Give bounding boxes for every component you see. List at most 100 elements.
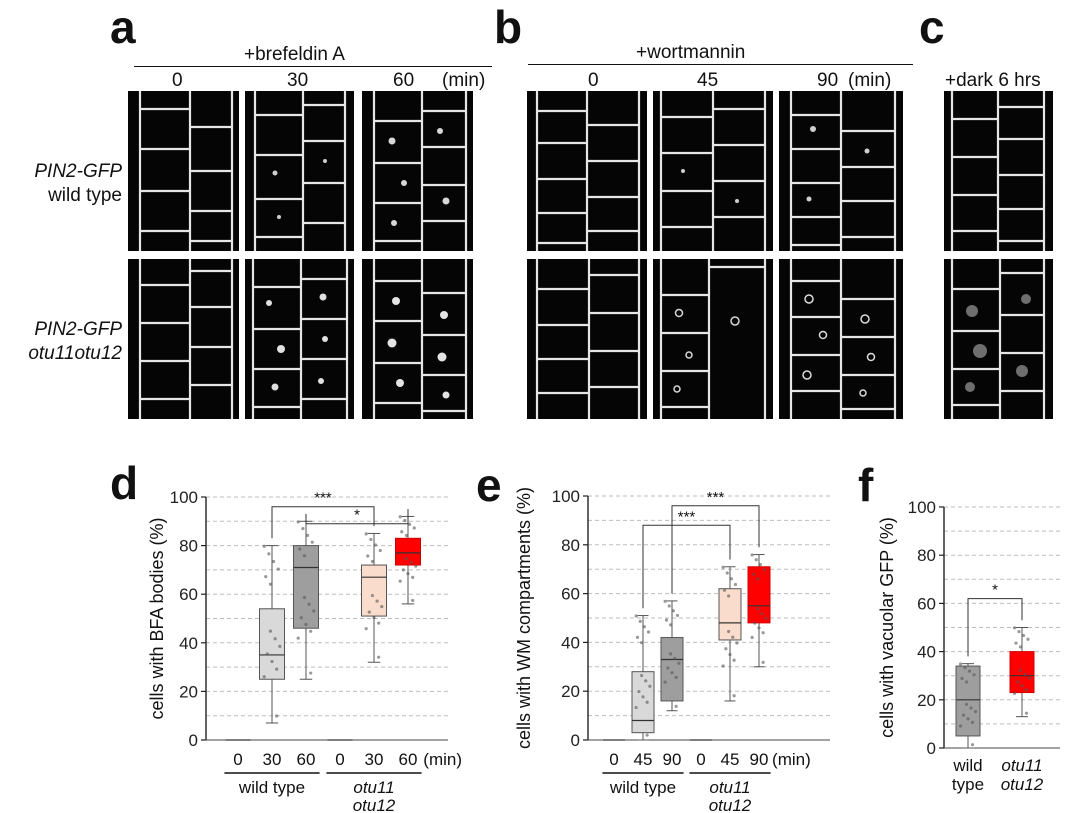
data-point bbox=[270, 659, 274, 664]
panel-letter-c: c bbox=[919, 1, 945, 53]
treatment-label-dark: +dark 6 hrs bbox=[945, 70, 1041, 91]
box bbox=[631, 671, 655, 734]
data-point bbox=[411, 575, 415, 579]
data-point bbox=[634, 614, 638, 618]
y-tick-label: 40 bbox=[917, 643, 936, 662]
data-point bbox=[307, 602, 311, 606]
data-point bbox=[675, 613, 680, 618]
data-point bbox=[764, 616, 768, 620]
data-point bbox=[278, 644, 282, 648]
data-point bbox=[364, 627, 368, 631]
y-tick-label: 40 bbox=[179, 634, 198, 653]
data-point bbox=[729, 577, 733, 581]
data-point bbox=[973, 709, 978, 714]
data-point bbox=[275, 714, 279, 718]
data-point bbox=[310, 540, 314, 544]
data-point bbox=[1018, 645, 1023, 649]
y-tick-label: 80 bbox=[561, 536, 580, 555]
y-tick-label: 0 bbox=[189, 731, 198, 750]
data-point bbox=[666, 666, 670, 670]
significance-bracket bbox=[305, 509, 409, 525]
box bbox=[660, 637, 684, 702]
significance-bracket bbox=[271, 506, 375, 539]
data-point bbox=[409, 560, 413, 564]
data-point bbox=[364, 532, 368, 536]
box bbox=[259, 608, 285, 680]
box bbox=[718, 588, 742, 641]
y-tick-label: 60 bbox=[179, 585, 198, 604]
data-point bbox=[265, 652, 269, 656]
category-label: 90 bbox=[750, 750, 769, 769]
category-label: 60 bbox=[297, 750, 316, 769]
data-point bbox=[645, 733, 649, 737]
data-point bbox=[403, 518, 407, 523]
data-point bbox=[372, 616, 376, 620]
significance-label: *** bbox=[314, 490, 332, 507]
data-point bbox=[972, 673, 976, 677]
panel-letter-d: d bbox=[110, 457, 139, 509]
y-tick-label: 60 bbox=[561, 585, 580, 604]
treatment-label-bfa: +brefeldin A bbox=[244, 44, 345, 65]
data-point bbox=[641, 695, 645, 699]
data-point bbox=[366, 554, 370, 558]
data-point bbox=[304, 622, 308, 627]
data-point bbox=[1018, 668, 1023, 673]
data-point bbox=[645, 700, 649, 704]
data-point bbox=[404, 533, 409, 538]
data-point bbox=[1012, 691, 1017, 696]
data-point bbox=[756, 607, 760, 611]
group-label: otu11 bbox=[709, 778, 750, 797]
significance-label: *** bbox=[707, 489, 725, 506]
data-point bbox=[757, 626, 761, 630]
significance-label: * bbox=[354, 507, 360, 524]
data-point bbox=[967, 669, 972, 673]
data-point bbox=[758, 562, 762, 567]
data-point bbox=[731, 635, 735, 639]
data-point bbox=[961, 713, 966, 717]
data-point bbox=[735, 641, 739, 645]
data-point bbox=[302, 554, 307, 558]
group-label: otu11 bbox=[353, 778, 394, 797]
row-label-mutant: PIN2-GFP otu11otu12 bbox=[0, 318, 122, 366]
data-point bbox=[964, 702, 969, 706]
micrograph-b-wt-0 bbox=[527, 91, 647, 251]
data-point bbox=[646, 630, 651, 634]
data-point bbox=[762, 567, 767, 571]
data-point bbox=[761, 660, 765, 664]
data-point bbox=[960, 676, 964, 681]
significance-bracket bbox=[967, 598, 1023, 657]
micrograph-a-wt-0 bbox=[128, 91, 239, 251]
data-point bbox=[970, 743, 975, 747]
data-point bbox=[727, 629, 731, 634]
y-tick-label: 20 bbox=[561, 682, 580, 701]
data-point bbox=[722, 588, 727, 592]
y-tick-label: 100 bbox=[170, 488, 198, 507]
data-point bbox=[305, 533, 310, 538]
category-label: 0 bbox=[233, 750, 242, 769]
y-tick-label: 60 bbox=[917, 594, 936, 613]
time-unit-a: (min) bbox=[442, 70, 486, 91]
data-point bbox=[760, 611, 764, 616]
y-tick-label: 80 bbox=[917, 546, 936, 565]
data-point bbox=[725, 571, 729, 575]
time-label-b-0: 0 bbox=[588, 70, 599, 91]
data-point bbox=[378, 548, 382, 553]
data-point bbox=[268, 582, 273, 586]
micrograph-a-mut-60 bbox=[362, 259, 473, 419]
micrograph-b-mut-90 bbox=[779, 259, 903, 419]
data-point bbox=[756, 577, 760, 581]
data-point bbox=[964, 680, 969, 684]
y-tick-label: 100 bbox=[908, 498, 936, 517]
data-point bbox=[724, 647, 728, 651]
data-point bbox=[667, 604, 671, 608]
data-point bbox=[276, 567, 280, 571]
data-point bbox=[638, 619, 642, 623]
data-point bbox=[637, 689, 641, 694]
time-label-a-2: 60 bbox=[393, 70, 415, 91]
data-point bbox=[1021, 633, 1026, 638]
data-point bbox=[677, 661, 681, 665]
panel-letter-a: a bbox=[110, 1, 136, 53]
data-point bbox=[301, 527, 305, 531]
data-point bbox=[642, 625, 646, 629]
data-point bbox=[262, 675, 266, 679]
